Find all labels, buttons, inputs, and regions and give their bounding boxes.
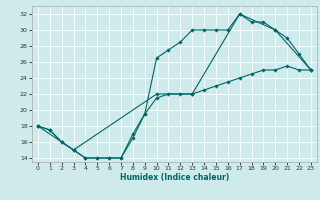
X-axis label: Humidex (Indice chaleur): Humidex (Indice chaleur) — [120, 173, 229, 182]
